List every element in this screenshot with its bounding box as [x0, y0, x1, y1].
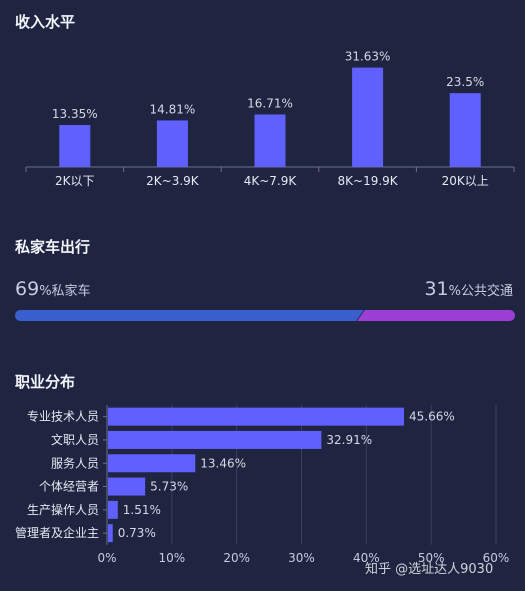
private-car-percent: 69 — [15, 278, 40, 300]
public-transport-stat: 31%公共交通 — [424, 278, 513, 300]
job-bar-chart: 0% 10% 20% 30% 40% 50% 60% 专业技术人员 45.66% 文职人员 32.9… — [15, 405, 510, 565]
car-share-bar — [15, 310, 515, 321]
income-bar — [449, 93, 481, 167]
income-data-label: 31.63% — [345, 50, 391, 64]
income-data-label: 23.5% — [446, 75, 484, 89]
public-transport-percent: 31 — [424, 278, 449, 300]
job-bar — [108, 524, 113, 543]
public-transport-unit: % — [448, 284, 461, 299]
public-transport-segment — [357, 310, 515, 321]
job-category-label: 专业技术人员 — [27, 409, 99, 424]
private-car-unit: % — [39, 284, 52, 299]
income-bar — [254, 114, 286, 167]
income-data-label: 13.35% — [52, 107, 98, 121]
income-section-title: 收入水平 — [15, 13, 76, 31]
income-category-label: 4K~7.9K — [244, 174, 298, 188]
watermark-text: 知乎 @选址达人9030 — [365, 562, 494, 577]
private-car-label: 私家车 — [51, 284, 91, 299]
job-category-label: 个体经营者 — [39, 480, 99, 494]
income-category-label: 2K~3.9K — [146, 174, 200, 188]
job-bar — [108, 430, 322, 449]
income-category-label: 2K以下 — [55, 174, 95, 188]
income-data-label: 14.81% — [150, 102, 196, 116]
job-data-label: 1.51% — [123, 503, 161, 517]
income-bar — [156, 120, 188, 167]
job-category-label: 服务人员 — [51, 455, 99, 470]
job-data-label: 5.73% — [150, 480, 188, 494]
income-category-label: 8K~19.9K — [338, 174, 399, 188]
job-data-label: 13.46% — [200, 456, 246, 470]
job-category-label: 管理者及企业主 — [15, 525, 99, 540]
job-bar — [108, 407, 405, 426]
job-x-tick-label: 60% — [483, 551, 510, 565]
job-x-tick-label: 50% — [418, 551, 445, 565]
income-category-label: 20K以上 — [442, 174, 489, 188]
job-x-tick-label: 20% — [223, 551, 250, 565]
job-bar — [108, 477, 146, 496]
job-data-label: 0.73% — [118, 526, 156, 540]
job-section-title: 职业分布 — [15, 373, 76, 391]
job-x-tick-label: 0% — [97, 551, 116, 565]
job-category-label: 文职人员 — [51, 432, 99, 447]
job-data-label: 32.91% — [326, 433, 372, 447]
income-bar — [352, 67, 384, 167]
job-bar — [108, 500, 118, 519]
job-x-tick-label: 30% — [288, 551, 315, 565]
job-data-label: 45.66% — [409, 410, 455, 424]
job-category-label: 生产操作人员 — [27, 502, 99, 517]
public-transport-label: 公共交通 — [460, 284, 513, 299]
car-section-title: 私家车出行 — [15, 238, 91, 256]
income-bar-chart: 13.35% 2K以下 14.81% 2K~3.9K 16.71% 4K~7.9K 31.6… — [25, 50, 515, 188]
job-x-tick-label: 40% — [353, 551, 380, 565]
private-car-stat: 69%私家车 — [15, 278, 91, 300]
job-bar — [108, 454, 196, 473]
private-car-segment — [15, 310, 364, 321]
income-data-label: 16.71% — [247, 96, 293, 110]
income-bar — [59, 125, 91, 167]
job-x-tick-label: 10% — [158, 551, 185, 565]
